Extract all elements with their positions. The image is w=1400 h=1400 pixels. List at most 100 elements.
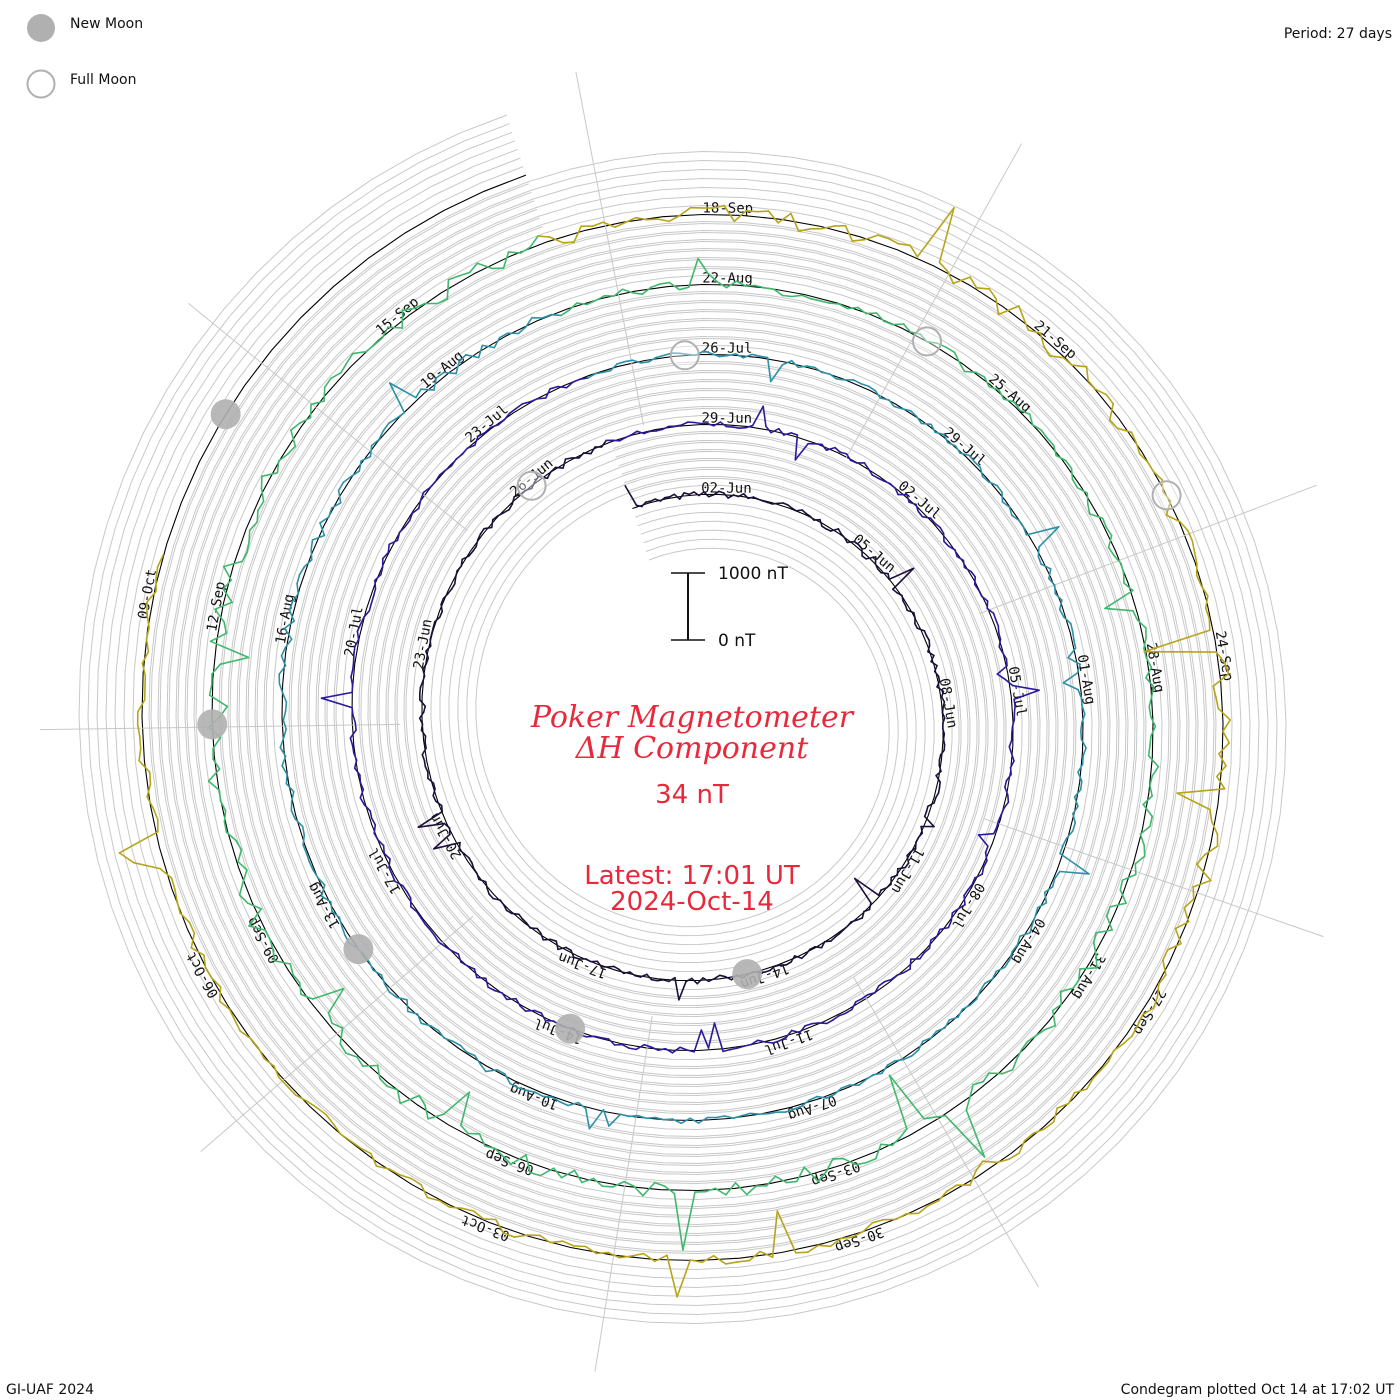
trace-segment	[1087, 503, 1091, 515]
trace-segment	[895, 1213, 908, 1221]
trace-segment	[738, 426, 747, 430]
trace-segment	[1081, 713, 1086, 724]
trace-segment	[1043, 1120, 1055, 1130]
trace-segment	[704, 1187, 717, 1193]
trace-segment	[797, 365, 808, 369]
date-tick-label: 28-Aug	[1143, 641, 1167, 694]
trace-segment	[484, 1145, 497, 1150]
trace-segment	[1034, 906, 1039, 917]
trace-segment	[614, 221, 627, 228]
trace-segment	[992, 612, 997, 621]
trace-segment	[723, 204, 736, 223]
trace-segment	[260, 487, 265, 503]
trace-segment	[773, 964, 782, 968]
trace-segment	[885, 883, 892, 889]
trace-segment	[1215, 651, 1226, 664]
trace-segment	[518, 913, 524, 920]
trace-segment	[562, 241, 575, 244]
trace-segment	[468, 856, 473, 864]
trace-segment	[430, 626, 435, 635]
trace-segment	[422, 668, 426, 677]
trace-segment	[388, 382, 406, 414]
trace-segment	[305, 1100, 318, 1109]
trace-segment	[594, 371, 604, 375]
trace-segment	[646, 218, 659, 221]
trace-segment	[687, 257, 699, 289]
trace-segment	[1143, 629, 1211, 653]
trace-segment	[1013, 689, 1040, 701]
trace-segment	[1135, 441, 1141, 455]
full-moon-marker	[912, 326, 942, 357]
trace-segment	[874, 1143, 882, 1160]
trace-segment	[917, 832, 924, 839]
trace-segment	[223, 820, 228, 833]
trace-segment	[432, 782, 436, 790]
trace-segment	[375, 1165, 390, 1170]
trace-segment	[238, 894, 249, 905]
trace-segment	[662, 978, 670, 983]
trace-segment	[998, 638, 1002, 648]
trace-segment	[440, 804, 444, 813]
grid-radial	[845, 143, 1023, 459]
trace-segment	[496, 1069, 506, 1075]
trace-segment	[863, 234, 879, 241]
new-moon-marker	[343, 934, 374, 965]
trace-segment	[986, 607, 995, 615]
trace-segment	[713, 974, 721, 980]
trace-segment	[458, 271, 471, 277]
trace-segment	[1119, 879, 1124, 891]
trace-segment	[466, 444, 476, 450]
trace-segment	[1010, 753, 1015, 762]
trace-segment	[365, 344, 376, 353]
trace-segment	[176, 900, 181, 914]
trace-segment	[1037, 546, 1040, 558]
trace-segment	[833, 1087, 843, 1096]
chart-subtitle: ΔH Component	[575, 731, 809, 766]
trace-segment	[877, 477, 885, 482]
trace-segment	[678, 206, 692, 217]
trace-segment	[1062, 356, 1073, 366]
trace-segment	[284, 638, 293, 649]
trace-segment	[246, 540, 250, 553]
trace-segment	[504, 1073, 511, 1085]
trace-segment	[712, 204, 726, 209]
trace-segment	[345, 352, 354, 364]
trace-segment	[969, 998, 978, 1006]
trace-segment	[1121, 873, 1137, 882]
trace-segment	[146, 783, 152, 798]
trace-segment	[676, 1259, 692, 1298]
trace-segment	[751, 405, 765, 427]
trace-segment	[748, 1250, 761, 1262]
trace-segment	[429, 638, 432, 647]
trace-segment	[359, 774, 362, 784]
trace-segment	[525, 922, 532, 929]
trace-segment	[718, 974, 727, 978]
trace-segment	[1071, 364, 1088, 368]
trace-segment	[921, 1037, 932, 1043]
trace-segment	[764, 1041, 774, 1044]
trace-segment	[1145, 657, 1153, 669]
trace-segment	[584, 1245, 598, 1255]
trace-segment	[351, 661, 355, 671]
trace-segment	[203, 954, 207, 969]
trace-segment	[1001, 501, 1011, 508]
trace-segment	[890, 874, 899, 879]
scale-top-label: 1000 nT	[718, 564, 788, 584]
trace-segment	[1015, 1048, 1023, 1060]
trace-segment	[214, 608, 225, 623]
trace-segment	[1001, 491, 1004, 503]
trace-segment	[248, 908, 263, 927]
trace-segment	[539, 932, 545, 941]
trace-segment	[618, 1255, 633, 1259]
trace-segment	[378, 1077, 388, 1087]
trace-segment	[883, 480, 892, 485]
trace-segment	[410, 905, 418, 913]
trace-segment	[551, 1096, 561, 1103]
trace-segment	[744, 284, 757, 287]
trace-segment	[930, 654, 935, 663]
trace-segment	[534, 1091, 544, 1098]
trace-segment	[624, 434, 633, 439]
trace-segment	[894, 487, 899, 496]
trace-segment	[607, 1038, 616, 1046]
trace-segment	[474, 1054, 481, 1065]
